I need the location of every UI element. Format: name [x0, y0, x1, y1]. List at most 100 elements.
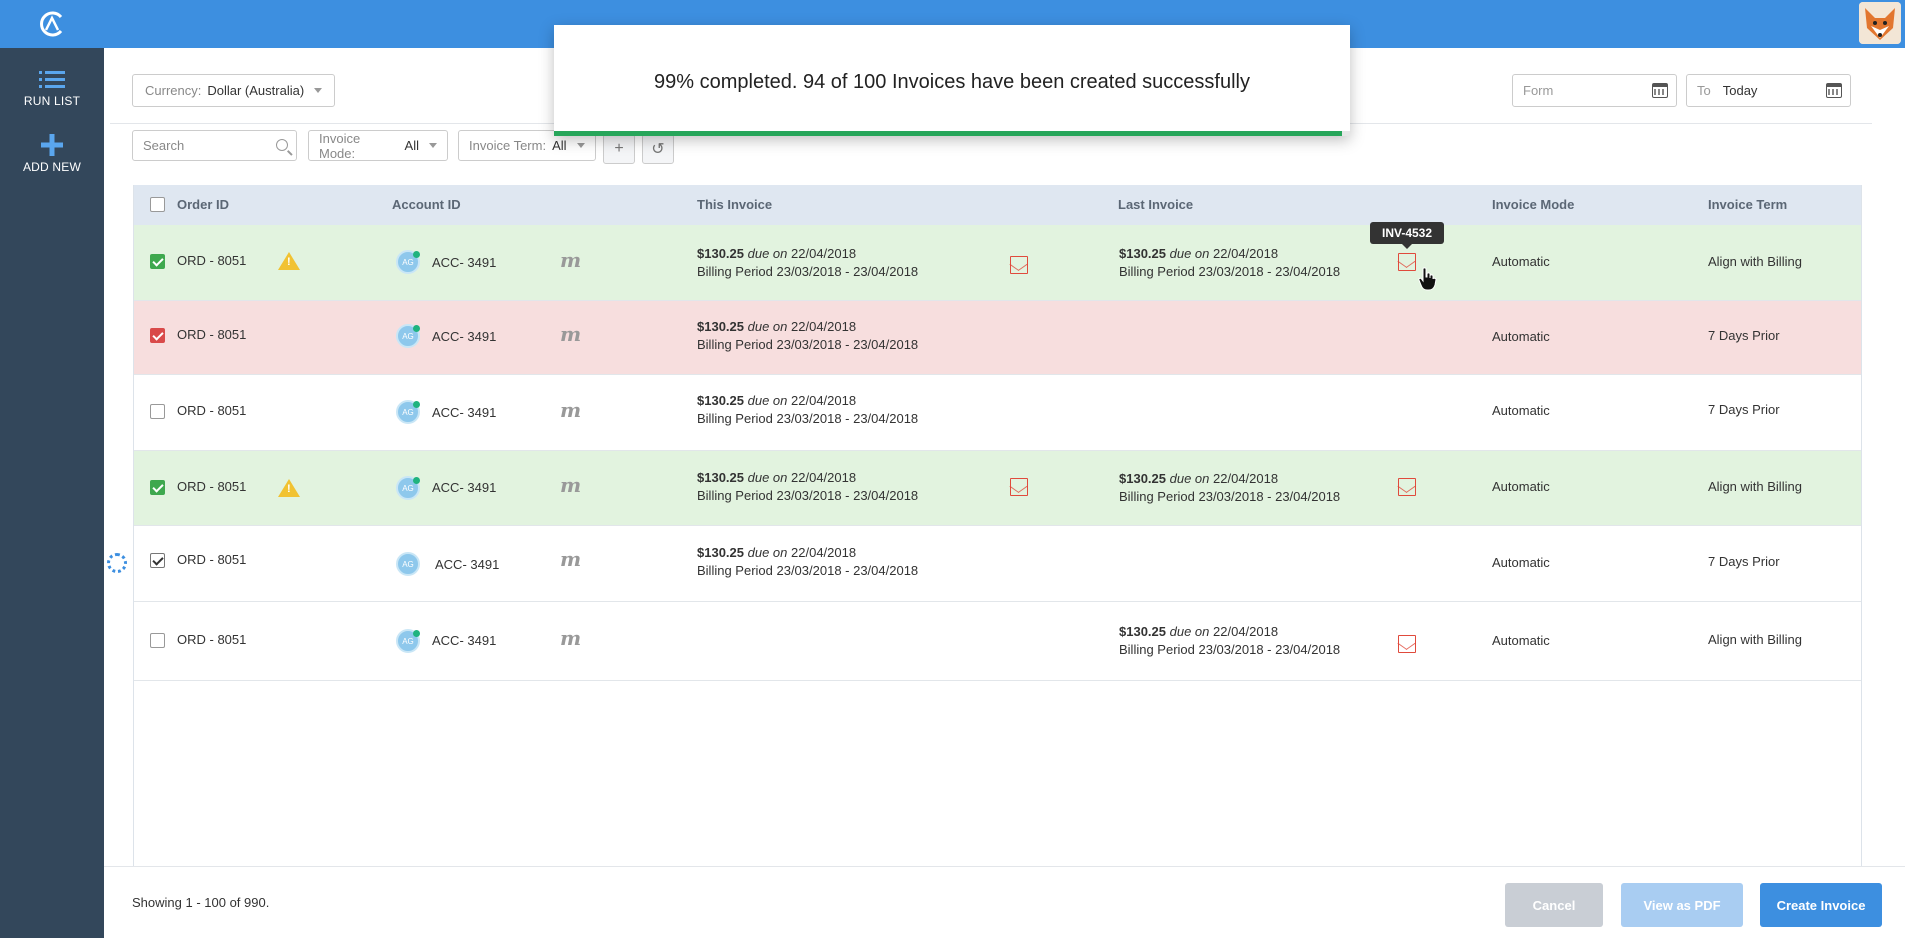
- to-date-value: Today: [1722, 83, 1758, 98]
- chevron-down-icon: [429, 143, 437, 148]
- col-invoice-term[interactable]: Invoice Term: [1708, 197, 1788, 212]
- table-row[interactable]: ORD - 8051 AG ACC- 3491 m $130.25 due on…: [134, 451, 1861, 526]
- invoice-term: Align with Billing: [1708, 479, 1802, 494]
- sidebar-item-run-list[interactable]: RUN LIST: [0, 70, 104, 108]
- sidebar-item-label: ADD NEW: [22, 160, 82, 174]
- progress-bar-fill: [554, 131, 1343, 136]
- fox-avatar-icon: [1859, 2, 1901, 44]
- col-invoice-mode[interactable]: Invoice Mode: [1492, 197, 1575, 212]
- search-input[interactable]: Search: [132, 130, 297, 161]
- order-id: ORD - 8051: [177, 327, 247, 342]
- m-brand-icon: m: [560, 322, 582, 346]
- col-this-invoice[interactable]: This Invoice: [697, 197, 773, 212]
- invoice-mode: Automatic: [1492, 254, 1550, 269]
- pdf-icon[interactable]: [1398, 635, 1416, 653]
- to-date-field[interactable]: To Today: [1686, 74, 1851, 107]
- account-id: ACC- 3491: [432, 633, 497, 648]
- refresh-icon: ↺: [651, 141, 665, 158]
- last-invoice: $130.25 due on 22/04/2018 Billing Period…: [1119, 471, 1341, 504]
- invoice-tooltip: INV-4532: [1370, 222, 1445, 249]
- table-row[interactable]: ORD - 8051 AG ACC- 3491 m $130.25 due on…: [134, 375, 1861, 451]
- from-date-placeholder: Form: [1523, 83, 1554, 98]
- row-checkbox[interactable]: [150, 404, 165, 419]
- avatar: AG: [396, 476, 420, 500]
- invoice-term: 7 Days Prior: [1708, 328, 1780, 343]
- from-date-field[interactable]: Form: [1512, 74, 1677, 107]
- col-last-invoice[interactable]: Last Invoice: [1118, 197, 1194, 212]
- chevron-down-icon: [314, 88, 323, 93]
- create-invoice-button[interactable]: Create Invoice: [1760, 883, 1882, 927]
- logo-icon: [40, 11, 63, 37]
- order-id: ORD - 8051: [177, 552, 247, 567]
- m-brand-icon: m: [560, 547, 582, 571]
- pagination-summary: Showing 1 - 100 of 990.: [132, 895, 270, 910]
- plus-icon: [41, 134, 63, 156]
- col-order-id[interactable]: Order ID: [177, 197, 230, 212]
- search-icon[interactable]: [276, 139, 288, 151]
- app-logo[interactable]: [0, 0, 104, 48]
- invoice-mode-value: All: [404, 138, 419, 153]
- to-date-label: To: [1697, 83, 1711, 98]
- invoice-table: Order ID Account ID This Invoice Last In…: [133, 185, 1862, 867]
- invoice-mode: Automatic: [1492, 329, 1550, 344]
- add-filter-button[interactable]: +: [603, 134, 635, 164]
- invoice-mode: Automatic: [1492, 633, 1550, 648]
- table-row[interactable]: ORD - 8051 AG ACC- 3491 m $130.25 due on…: [134, 526, 1861, 602]
- invoice-term-filter[interactable]: Invoice Term: All: [458, 130, 596, 161]
- calendar-icon[interactable]: [1826, 83, 1842, 98]
- this-invoice: $130.25 due on 22/04/2018 Billing Period…: [697, 470, 919, 503]
- search-placeholder: Search: [143, 138, 185, 153]
- sidebar-item-add-new[interactable]: ADD NEW: [0, 134, 104, 174]
- last-invoice: $130.25 due on 22/04/2018 Billing Period…: [1119, 246, 1341, 279]
- col-account-id[interactable]: Account ID: [392, 197, 461, 212]
- m-brand-icon: m: [560, 473, 582, 497]
- progress-message: 99% completed. 94 of 100 Invoices have b…: [654, 71, 1250, 93]
- invoice-term-label: Invoice Term:: [469, 138, 547, 153]
- cancel-button[interactable]: Cancel: [1505, 883, 1603, 927]
- row-checkbox[interactable]: [150, 553, 165, 568]
- warning-icon: [278, 252, 300, 270]
- view-as-pdf-button[interactable]: View as PDF: [1621, 883, 1743, 927]
- row-checkbox[interactable]: [150, 328, 165, 343]
- select-all-checkbox[interactable]: [150, 197, 165, 212]
- last-invoice: $130.25 due on 22/04/2018 Billing Period…: [1119, 624, 1341, 657]
- invoice-mode: Automatic: [1492, 479, 1550, 494]
- chevron-down-icon: [576, 143, 585, 148]
- invoice-mode: Automatic: [1492, 555, 1550, 570]
- invoice-term-value: All: [552, 138, 567, 153]
- table-row[interactable]: ORD - 8051 AG ACC- 3491 m $130.25 due on…: [134, 225, 1861, 301]
- order-id: ORD - 8051: [177, 632, 247, 647]
- table-header: Order ID Account ID This Invoice Last In…: [134, 185, 1861, 225]
- account-id: ACC- 3491: [432, 480, 497, 495]
- account-id: ACC- 3491: [432, 329, 497, 344]
- row-checkbox[interactable]: [150, 254, 165, 269]
- currency-select[interactable]: Currency: Dollar (Australia): [132, 74, 336, 107]
- invoice-mode-filter[interactable]: Invoice Mode: All: [308, 130, 448, 161]
- invoice-term: 7 Days Prior: [1708, 402, 1780, 417]
- reset-filter-button[interactable]: ↺: [642, 134, 674, 164]
- avatar: AG: [396, 552, 420, 576]
- invoice-term: 7 Days Prior: [1708, 554, 1780, 569]
- pdf-icon[interactable]: [1398, 478, 1416, 496]
- table-row[interactable]: ORD - 8051 AG ACC- 3491 m $130.25 due on…: [134, 301, 1861, 375]
- pdf-icon[interactable]: [1010, 478, 1028, 496]
- m-brand-icon: m: [560, 248, 582, 272]
- avatar: AG: [396, 250, 420, 274]
- row-checkbox[interactable]: [150, 633, 165, 648]
- sidebar-item-label: RUN LIST: [23, 94, 81, 108]
- footer: Showing 1 - 100 of 990. Cancel View as P…: [104, 866, 1905, 938]
- plus-icon: +: [614, 140, 624, 157]
- user-avatar[interactable]: [1859, 2, 1901, 44]
- currency-value: Dollar (Australia): [207, 83, 305, 98]
- calendar-icon[interactable]: [1652, 83, 1668, 98]
- row-checkbox[interactable]: [150, 480, 165, 495]
- this-invoice: $130.25 due on 22/04/2018 Billing Period…: [697, 246, 919, 279]
- account-id: ACC- 3491: [432, 405, 497, 420]
- pdf-icon[interactable]: [1010, 256, 1028, 274]
- table-row[interactable]: ORD - 8051 AG ACC- 3491 m $130.25 due on…: [134, 602, 1861, 681]
- sidebar: RUN LIST ADD NEW: [0, 0, 104, 938]
- invoice-term: Align with Billing: [1708, 632, 1802, 647]
- list-icon: [39, 71, 65, 88]
- pdf-icon[interactable]: [1398, 253, 1416, 271]
- avatar: AG: [396, 324, 420, 348]
